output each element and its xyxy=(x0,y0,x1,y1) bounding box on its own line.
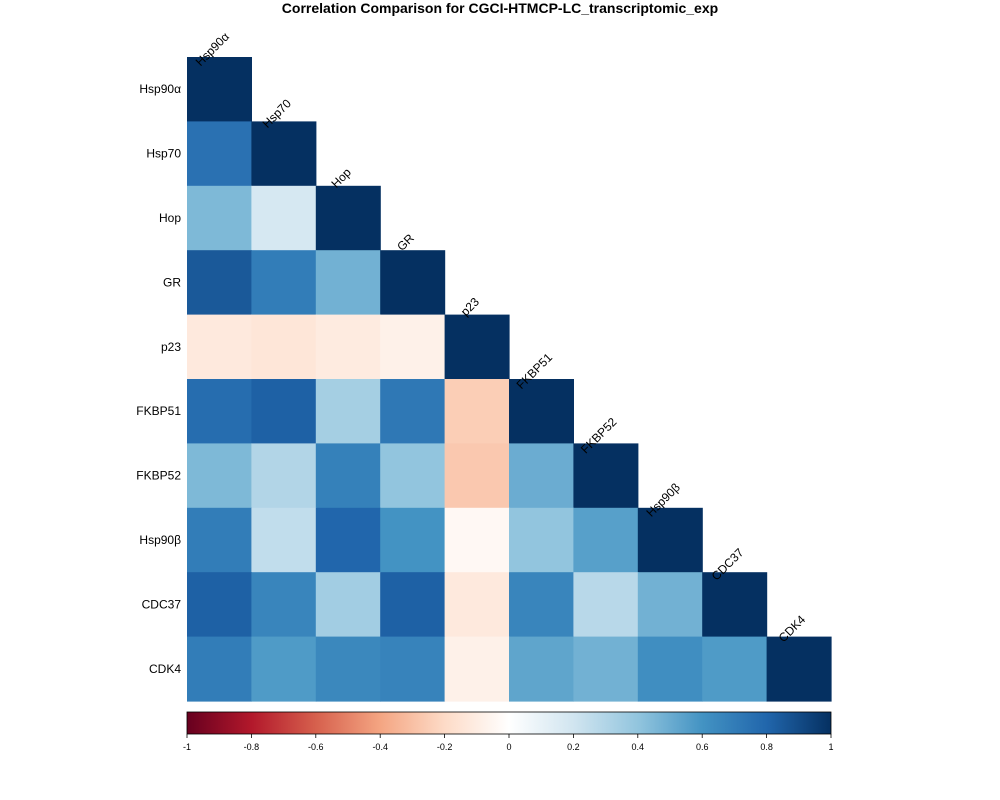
heatmap-cell-7-0 xyxy=(187,507,252,573)
heatmap-cell-9-2 xyxy=(315,636,381,702)
heatmap-cell-6-6 xyxy=(573,443,639,509)
heatmap-cell-8-0 xyxy=(187,572,252,638)
colorbar-gradient xyxy=(186,711,832,735)
heatmap-cell-9-3 xyxy=(380,636,446,702)
heatmap-cell-6-4 xyxy=(444,443,510,509)
heatmap-cell-8-8 xyxy=(702,572,768,638)
heatmap-cell-3-0 xyxy=(187,250,252,316)
heatmap-cell-4-1 xyxy=(251,314,317,380)
heatmap-cell-8-7 xyxy=(637,572,703,638)
heatmap-cell-7-6 xyxy=(573,507,639,573)
heatmap-cell-9-1 xyxy=(251,636,317,702)
heatmap-cell-2-1 xyxy=(251,185,317,251)
row-label: FKBP52 xyxy=(136,469,181,483)
heatmap-cell-7-7 xyxy=(637,507,703,573)
heatmap-cell-4-0 xyxy=(187,314,252,380)
colorbar-tick-label: 0.2 xyxy=(567,742,580,752)
heatmap-cell-7-5 xyxy=(509,507,574,573)
heatmap-cell-8-4 xyxy=(444,572,510,638)
heatmap-cell-5-1 xyxy=(251,379,317,444)
heatmap-cell-5-3 xyxy=(380,379,446,444)
colorbar-tick-label: -0.8 xyxy=(244,742,260,752)
row-label: Hop xyxy=(159,211,181,225)
heatmap-cell-5-5 xyxy=(509,379,574,444)
heatmap-cell-0-0 xyxy=(187,57,252,122)
heatmap-cells xyxy=(187,57,832,702)
row-label: Hsp90α xyxy=(139,82,181,96)
heatmap-cell-4-3 xyxy=(380,314,446,380)
heatmap-cell-1-1 xyxy=(251,121,317,187)
row-label: CDC37 xyxy=(142,597,182,611)
row-label: p23 xyxy=(161,340,181,354)
row-label: FKBP51 xyxy=(136,404,181,418)
heatmap-cell-8-6 xyxy=(573,572,639,638)
heatmap-cell-7-2 xyxy=(315,507,381,573)
heatmap-cell-4-4 xyxy=(444,314,510,380)
heatmap-cell-3-3 xyxy=(380,250,446,316)
row-label: GR xyxy=(163,275,181,289)
heatmap-cell-6-2 xyxy=(315,443,381,509)
heatmap-cell-6-1 xyxy=(251,443,317,509)
colorbar-tick-label: -0.6 xyxy=(308,742,324,752)
colorbar-tick-label: 0.8 xyxy=(760,742,773,752)
heatmap-cell-9-7 xyxy=(637,636,703,702)
heatmap-cell-8-2 xyxy=(315,572,381,638)
heatmap-cell-8-5 xyxy=(509,572,574,638)
heatmap-cell-9-5 xyxy=(509,636,574,702)
heatmap-cell-9-0 xyxy=(187,636,252,702)
row-label: Hsp90β xyxy=(139,533,181,547)
heatmap-cell-5-0 xyxy=(187,379,252,444)
heatmap-cell-6-5 xyxy=(509,443,574,509)
heatmap-cell-9-6 xyxy=(573,636,639,702)
row-labels: Hsp90α Hsp70 Hop GR p23 FKBP51 FKBP52 Hsp90β CDC… xyxy=(136,82,181,676)
heatmap-cell-8-3 xyxy=(380,572,446,638)
row-label: Hsp70 xyxy=(146,147,181,161)
colorbar-tick-label: 0.6 xyxy=(696,742,709,752)
heatmap-cell-7-3 xyxy=(380,507,446,573)
heatmap-cell-7-1 xyxy=(251,507,317,573)
heatmap-cell-3-2 xyxy=(315,250,381,316)
colorbar-tick-label: -0.4 xyxy=(372,742,388,752)
heatmap-cell-8-1 xyxy=(251,572,317,638)
heatmap-cell-7-4 xyxy=(444,507,510,573)
heatmap-cell-9-4 xyxy=(444,636,510,702)
heatmap-cell-9-9 xyxy=(766,636,832,702)
colorbar-tick-label: 1 xyxy=(828,742,833,752)
heatmap-cell-1-0 xyxy=(187,121,252,187)
heatmap-cell-6-0 xyxy=(187,443,252,509)
colorbar-tick-label: -1 xyxy=(183,742,191,752)
row-label: CDK4 xyxy=(149,662,181,676)
heatmap-cell-2-0 xyxy=(187,185,252,251)
colorbar-tick-label: -0.2 xyxy=(437,742,453,752)
heatmap-cell-6-3 xyxy=(380,443,446,509)
chart-title: Correlation Comparison for CGCI-HTMCP-LC… xyxy=(282,0,718,16)
heatmap-cell-3-1 xyxy=(251,250,317,316)
colorbar: -1 -0.8 -0.6 -0.4 -0.2 0 0.2 0.4 0.6 0.8 1 xyxy=(183,711,834,752)
heatmap-cell-5-2 xyxy=(315,379,381,444)
heatmap-cell-2-2 xyxy=(315,185,381,251)
heatmap-cell-5-4 xyxy=(444,379,510,444)
colorbar-tick-label: 0.4 xyxy=(632,742,645,752)
heatmap-cell-9-8 xyxy=(702,636,768,702)
heatmap-cell-4-2 xyxy=(315,314,381,380)
colorbar-tick-label: 0 xyxy=(506,742,511,752)
